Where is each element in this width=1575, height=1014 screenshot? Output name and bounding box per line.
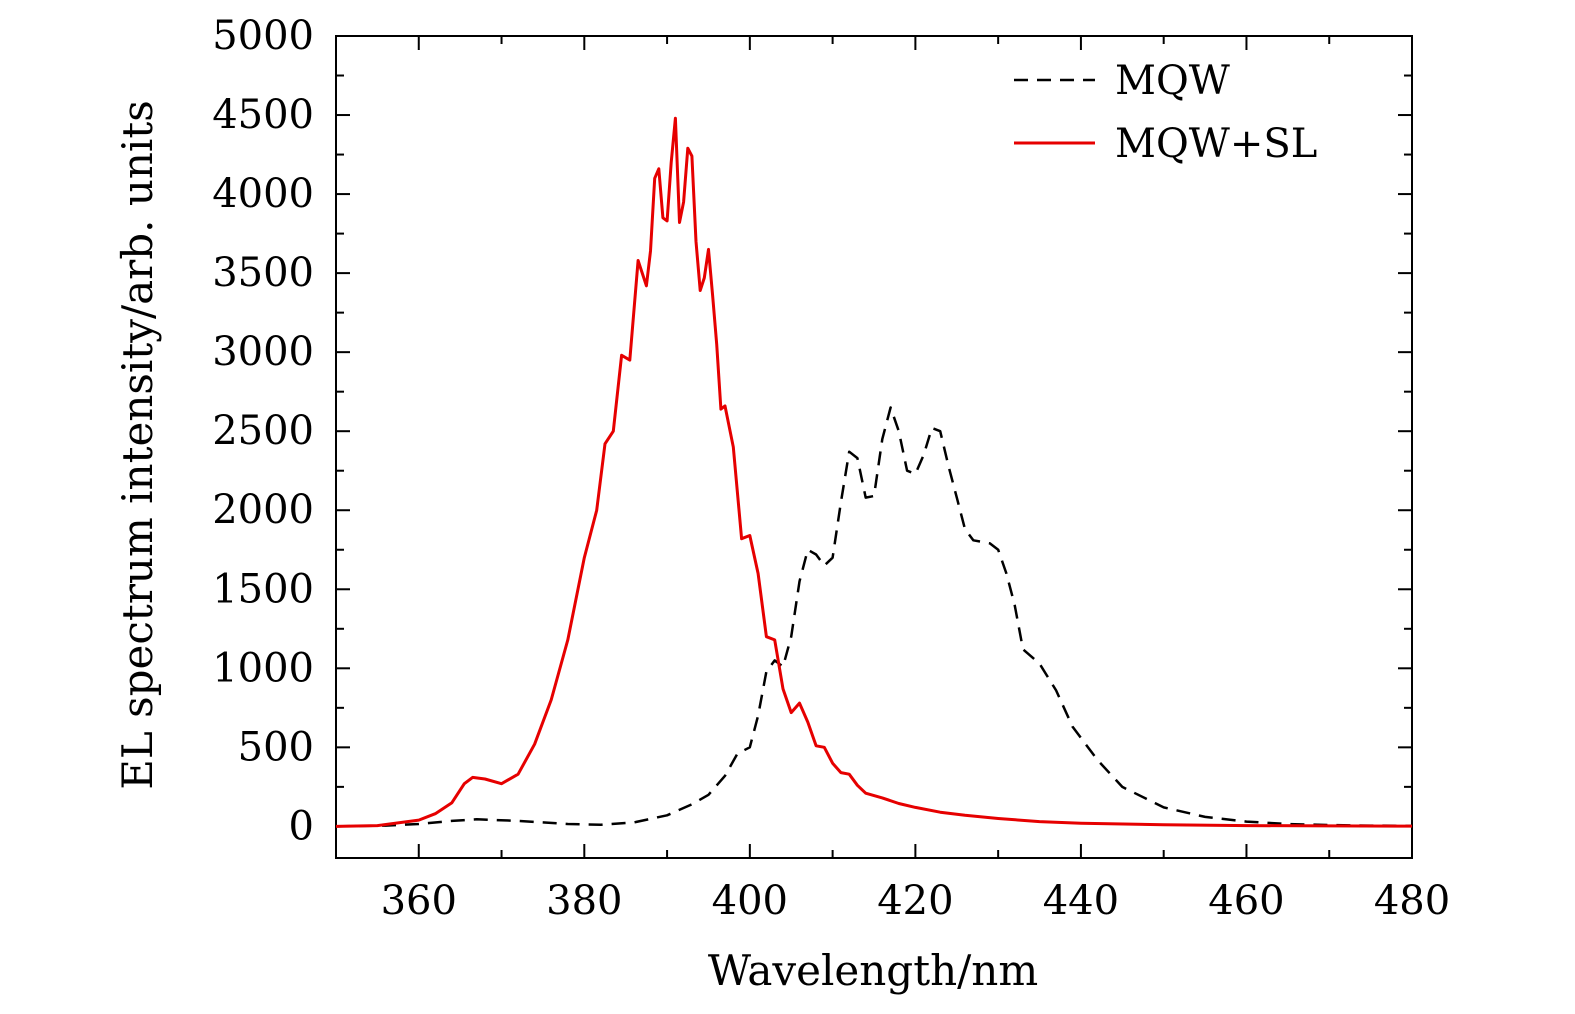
y-tick-label: 5000	[212, 13, 314, 59]
y-axis-title: EL spectrum intensity/arb. units	[113, 100, 162, 790]
x-tick-label: 440	[1043, 878, 1119, 924]
x-tick-label: 380	[546, 878, 622, 924]
y-tick-label: 2500	[212, 408, 314, 454]
y-tick-label: 0	[289, 803, 314, 849]
plot-frame	[335, 35, 1413, 859]
axes: 360 380 400 420 440 460 480 0 500 1000 1500 2000 250…	[212, 13, 1450, 924]
legend-label: MQW	[1115, 58, 1230, 104]
y-tick-label: 2000	[212, 487, 314, 533]
y-tick-label: 4000	[212, 171, 314, 217]
y-tick-label: 3000	[212, 329, 314, 375]
plot-series	[335, 116, 1413, 828]
y-tick-label: 3500	[212, 250, 314, 296]
series-line-mqw	[335, 406, 1413, 828]
y-tick-label: 500	[238, 724, 314, 770]
x-axis-title: Wavelength/nm	[708, 946, 1038, 995]
y-tick-label: 1500	[212, 566, 314, 612]
legend: MQW MQW+SL	[1014, 58, 1317, 167]
x-tick-label: 460	[1208, 878, 1284, 924]
series-line-mqw-sl	[335, 116, 1413, 828]
x-tick-label: 400	[712, 878, 788, 924]
x-tick-label: 480	[1374, 878, 1450, 924]
y-tick-label: 1000	[212, 645, 314, 691]
x-tick-label: 360	[381, 878, 457, 924]
y-tick-label: 4500	[212, 92, 314, 138]
x-tick-label: 420	[877, 878, 953, 924]
legend-label: MQW+SL	[1115, 121, 1317, 167]
